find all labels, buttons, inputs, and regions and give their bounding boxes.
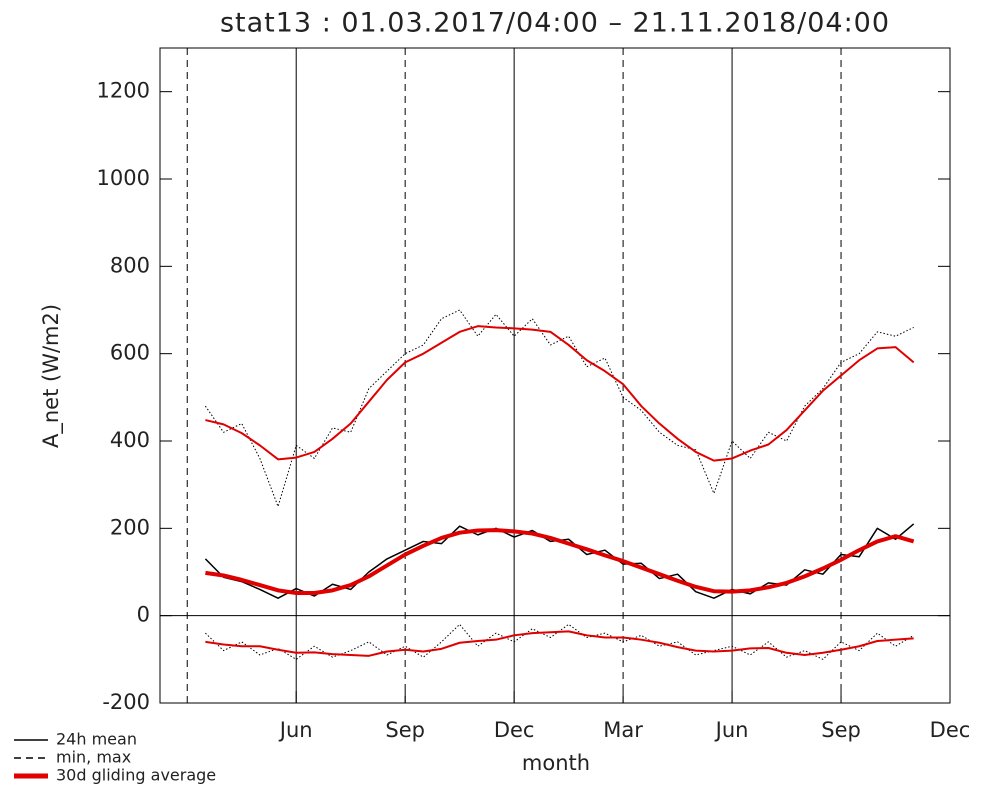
y-tick-label: 1000 bbox=[97, 166, 150, 190]
series-line bbox=[204, 309, 914, 507]
x-tick-label: Jun bbox=[278, 718, 313, 742]
plot-frame bbox=[159, 47, 951, 704]
legend-label: min, max bbox=[56, 748, 131, 767]
y-tick-label: 1200 bbox=[97, 79, 150, 103]
x-tick-label: Sep bbox=[821, 718, 861, 742]
series-line bbox=[205, 630, 914, 657]
y-tick-label: 400 bbox=[110, 428, 150, 452]
y-tick-label: 800 bbox=[110, 253, 150, 277]
x-tick-label: Dec bbox=[930, 718, 971, 742]
legend-label: 30d gliding average bbox=[56, 766, 216, 785]
y-tick-label: 0 bbox=[137, 603, 150, 627]
series-line bbox=[205, 325, 915, 462]
x-tick-label: Jun bbox=[714, 718, 749, 742]
y-tick-label: 600 bbox=[110, 341, 150, 365]
x-axis-label: month bbox=[522, 751, 590, 775]
y-tick-label: 200 bbox=[110, 515, 150, 539]
series-line bbox=[204, 523, 915, 599]
series-line bbox=[205, 528, 915, 595]
legend-label: 24h mean bbox=[56, 730, 137, 749]
y-tick-label: -200 bbox=[102, 690, 150, 714]
x-tick-label: Mar bbox=[603, 718, 643, 742]
x-tick-label: Dec bbox=[494, 718, 535, 742]
chart-title: stat13 : 01.03.2017/04:00 – 21.11.2018/0… bbox=[220, 8, 890, 39]
y-axis-label: A_net (W/m2) bbox=[39, 304, 64, 448]
x-tick-label: Sep bbox=[385, 718, 425, 742]
series-line bbox=[205, 623, 914, 660]
